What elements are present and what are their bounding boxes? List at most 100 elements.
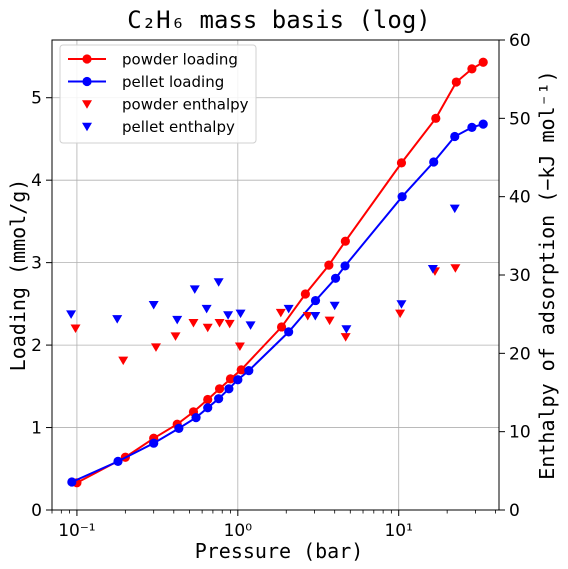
y-tick-label: 1 — [31, 419, 42, 439]
legend-label: powder loading — [122, 51, 238, 69]
data-point — [310, 311, 321, 321]
data-point — [245, 321, 256, 330]
series-layer — [66, 57, 488, 488]
data-point — [284, 327, 294, 337]
data-point — [148, 301, 159, 310]
data-point — [202, 323, 213, 333]
data-point — [310, 295, 321, 306]
data-point — [233, 375, 243, 385]
data-point — [396, 158, 407, 168]
data-point — [188, 319, 199, 328]
data-point — [302, 311, 313, 321]
y2-tick-label: 50 — [509, 109, 531, 129]
data-point — [396, 300, 407, 309]
legend-label: pellet loading — [122, 73, 224, 91]
data-point — [225, 374, 236, 384]
legend-item: powder loading — [68, 51, 238, 69]
data-point — [118, 356, 129, 366]
data-point — [113, 456, 123, 466]
data-point — [223, 311, 234, 320]
data-point — [429, 157, 439, 167]
data-point — [236, 365, 246, 375]
y2-tick-label: 0 — [509, 501, 520, 521]
y2-tick-label: 30 — [509, 266, 531, 286]
data-point — [214, 319, 225, 328]
x-tick-label: 10⁻¹ — [58, 521, 95, 541]
legend-marker — [82, 54, 92, 64]
data-point — [66, 310, 77, 319]
legend-label: powder enthalpy — [122, 96, 249, 114]
y-tick-label: 3 — [31, 254, 42, 274]
data-point — [427, 264, 438, 274]
data-point — [397, 192, 407, 202]
chart-title: C₂H₆ mass basis (log) — [127, 6, 430, 34]
data-point — [324, 260, 334, 270]
legend-label: pellet enthalpy — [122, 118, 235, 136]
data-point — [150, 343, 161, 352]
data-point — [329, 301, 340, 311]
y2-axis-label: Enthalpy of adsorption (−kJ mol⁻¹) — [535, 70, 559, 479]
legend-box — [59, 44, 257, 144]
y2-tick-label: 40 — [509, 188, 531, 208]
legend-item: pellet loading — [68, 73, 224, 91]
series-line — [71, 123, 484, 483]
y-axis-label: Loading (mmol/g) — [6, 179, 30, 372]
data-point — [478, 57, 488, 67]
data-point — [235, 309, 246, 319]
data-point — [283, 304, 294, 314]
data-point — [191, 413, 201, 423]
y-tick-label: 0 — [31, 501, 42, 521]
data-point — [395, 309, 406, 319]
data-point — [340, 261, 350, 271]
data-point — [467, 122, 477, 133]
legend-item: pellet enthalpy — [82, 118, 235, 136]
data-point — [203, 403, 213, 413]
data-point — [340, 236, 350, 246]
data-point — [224, 384, 234, 394]
series-pellet-loading — [67, 119, 488, 487]
legend: powder loading pellet loading powder entha… — [59, 44, 257, 144]
data-point — [449, 204, 460, 214]
data-point — [174, 423, 184, 433]
data-point — [214, 394, 224, 404]
data-point — [276, 322, 287, 332]
series-powder-enthalpy — [70, 264, 461, 366]
legend-marker — [82, 122, 92, 132]
data-point — [467, 64, 477, 74]
series-pellet-enthalpy — [66, 204, 460, 334]
data-point — [170, 332, 181, 341]
data-point — [172, 315, 183, 325]
data-point — [450, 264, 461, 273]
data-point — [189, 285, 200, 294]
x-tick-label: 10⁰ — [224, 521, 253, 541]
data-point — [214, 384, 225, 394]
data-point — [330, 273, 341, 283]
data-point — [431, 113, 441, 123]
data-point — [224, 319, 235, 329]
data-point — [324, 316, 335, 326]
data-point — [340, 333, 351, 342]
legend-marker — [82, 76, 92, 87]
data-point — [450, 131, 460, 142]
data-point — [203, 394, 213, 405]
x-tick-label: 10¹ — [384, 521, 412, 541]
data-point — [451, 77, 461, 87]
y-tick-label: 2 — [31, 336, 42, 356]
data-point — [149, 438, 159, 448]
data-point — [275, 308, 286, 318]
x-axis-label: Pressure (bar) — [195, 539, 364, 563]
y-tick-label: 5 — [31, 89, 42, 109]
y-tick-label: 4 — [31, 171, 42, 191]
y2-tick-label: 10 — [509, 423, 531, 443]
data-point — [112, 315, 123, 324]
data-point — [213, 278, 224, 287]
data-point — [300, 289, 310, 299]
data-point — [244, 366, 254, 376]
data-point — [70, 324, 81, 334]
data-point — [67, 477, 77, 487]
data-point — [341, 325, 352, 334]
data-point — [201, 304, 212, 314]
y2-tick-label: 20 — [509, 344, 531, 364]
